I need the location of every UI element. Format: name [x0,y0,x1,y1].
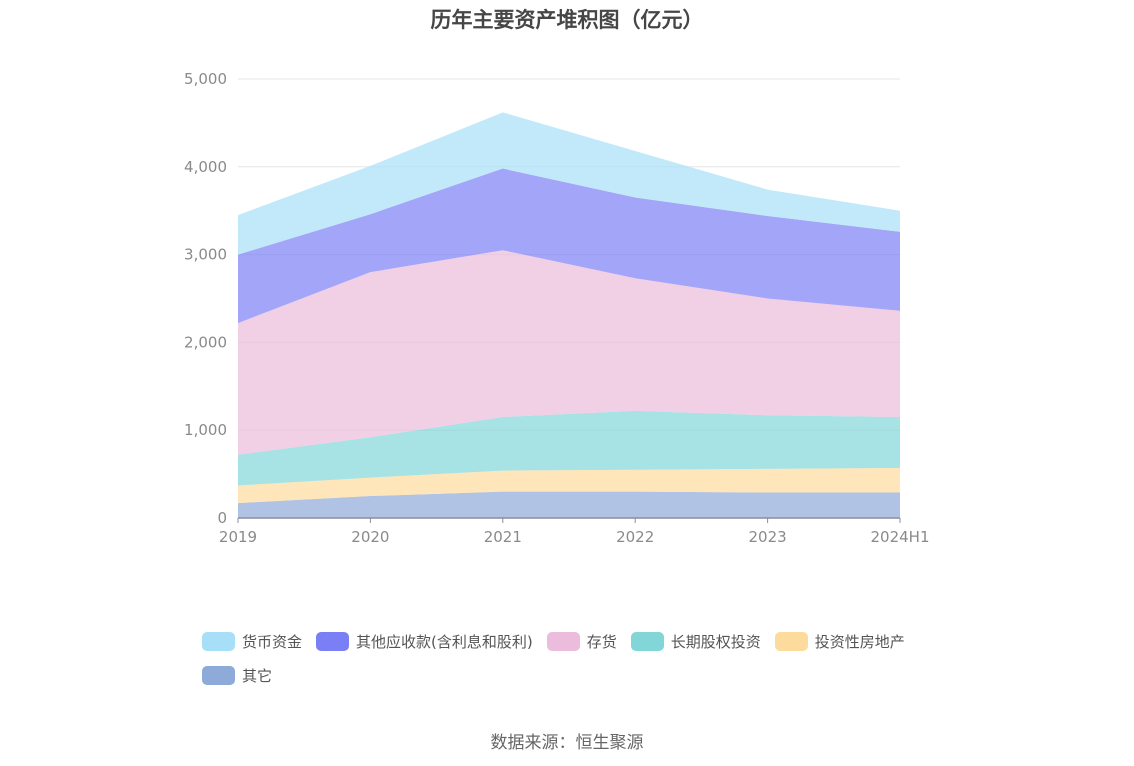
area-存货 [238,250,900,455]
area-长期股权投资 [238,410,900,486]
x-tick-label: 2021 [484,528,522,546]
legend-label: 投资性房地产 [814,632,905,651]
legend-swatch [316,631,350,651]
y-tick-label: 0 [217,509,227,527]
area-series [238,112,900,518]
axes: 0 1,000 2,000 3,000 4,000 5,000 2019 2020 2021 20… [184,70,929,546]
y-tick-label: 5,000 [184,70,227,88]
x-tick-label: 2023 [749,528,787,546]
x-tick-label: 2022 [616,528,654,546]
legend-label: 长期股权投资 [670,632,761,651]
x-tick-label: 2019 [219,528,257,546]
y-tick-label: 3,000 [184,246,227,264]
legend-label: 其它 [242,666,273,685]
y-tick-label: 1,000 [184,421,227,439]
legend-item[interactable]: 长期股权投资 [630,630,761,652]
y-tick-label: 2,000 [184,333,227,351]
area-其它 [238,491,900,518]
legend: 货币资金 其他应收款(含利息和股利) 存货 长期股权投资 投资性房地产其它 [202,630,962,686]
legend-label: 其他应收款(含利息和股利) [356,632,533,651]
chart-title: 历年主要资产堆积图（亿元） [430,8,704,32]
legend-swatch [630,631,664,651]
area-货币资金 [238,112,900,255]
legend-item[interactable]: 其它 [202,664,272,686]
data-source: 数据来源：恒生聚源 [490,733,644,753]
x-tick-label: 2020 [351,528,389,546]
legend-label: 存货 [586,632,617,651]
legend-item[interactable]: 货币资金 [202,630,302,652]
legend-swatch [202,665,235,685]
legend-item[interactable]: 存货 [546,630,617,652]
legend-swatch [202,631,235,651]
area-其他应收款(含利息和股利) [238,168,900,324]
legend-swatch [774,631,808,651]
legend-label: 货币资金 [242,632,303,651]
area-投资性房地产 [238,467,900,504]
legend-item[interactable]: 投资性房地产 [774,630,905,652]
legend-swatch [546,631,580,651]
legend-item[interactable]: 其他应收款(含利息和股利) [316,630,533,652]
y-tick-label: 4,000 [184,158,227,176]
x-tick-label: 2024H1 [871,528,930,546]
